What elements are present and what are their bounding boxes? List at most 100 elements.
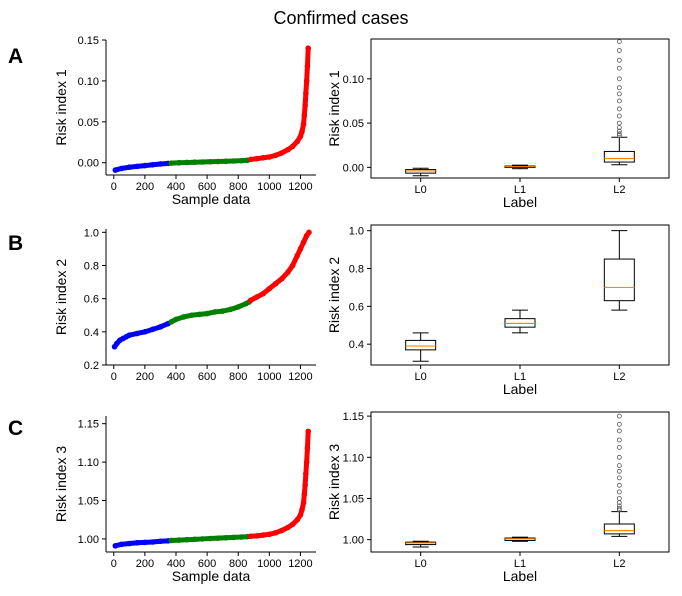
data-point: [149, 326, 156, 333]
data-point: [260, 532, 266, 538]
data-point: [285, 269, 291, 275]
charts-layer: 0.00 0.05 0.10 0.15 Risk index 1 0 200 400 600 80…: [53, 35, 670, 584]
data-point: [215, 158, 221, 165]
panel-letter-b: B: [8, 232, 23, 255]
data-point: [278, 150, 285, 156]
data-point: [297, 133, 304, 140]
data-point: [254, 294, 260, 300]
data-point: [134, 330, 140, 337]
x-tick-label: 600: [198, 558, 216, 570]
outlier: [616, 445, 622, 450]
x-tick-label: 600: [198, 371, 216, 383]
x-tick-label: L0: [415, 371, 427, 383]
outlier: [616, 85, 622, 91]
data-point: [289, 521, 296, 528]
box-l2: [603, 39, 635, 166]
data-point: [247, 533, 254, 540]
series-l0: [111, 320, 172, 350]
y-tick-label: 1.05: [343, 493, 364, 505]
outlier: [616, 421, 622, 427]
data-point: [180, 314, 187, 320]
data-point: [301, 491, 308, 498]
x-tick-label: 800: [229, 558, 247, 570]
x-tick-label: 200: [136, 371, 154, 383]
data-point: [247, 156, 254, 163]
data-point: [300, 239, 307, 246]
y-tick-label: 0.8: [84, 260, 99, 272]
x-tick-label: 0: [111, 558, 117, 570]
data-point: [305, 45, 312, 51]
data-point: [297, 246, 304, 252]
y-tick-label: 1.05: [78, 496, 99, 508]
x-axis-label: Label: [503, 568, 537, 584]
x-tick-label: 800: [229, 371, 247, 383]
outlier: [616, 65, 622, 71]
x-tick-label: 800: [229, 181, 247, 193]
outlier: [616, 106, 622, 112]
data-point: [126, 540, 133, 547]
outlier: [616, 413, 622, 419]
data-point: [196, 311, 203, 318]
outlier: [616, 39, 622, 45]
x-tick-label: 1200: [288, 181, 312, 193]
y-tick-label: 1.10: [343, 452, 364, 464]
y-tick-label: 0.10: [78, 76, 99, 88]
y-tick-label: 1.15: [78, 419, 99, 431]
data-point: [134, 163, 140, 170]
outlier: [616, 133, 622, 138]
data-point: [168, 537, 175, 544]
data-point: [215, 535, 221, 541]
data-point: [157, 161, 164, 167]
data-point: [191, 159, 198, 166]
data-point: [142, 162, 148, 169]
y-tick-label: 1.00: [78, 534, 99, 546]
series-l2: [247, 229, 312, 304]
series-l1: [168, 157, 251, 166]
data-point: [303, 459, 310, 465]
data-point: [157, 324, 164, 330]
data-point: [303, 470, 309, 477]
data-point: [306, 229, 312, 236]
data-point: [176, 537, 182, 543]
data-point: [254, 155, 260, 162]
box-l1: [504, 164, 536, 170]
data-point: [299, 128, 305, 135]
data-point: [199, 159, 206, 165]
data-point: [204, 310, 210, 317]
box-l0: [405, 540, 437, 548]
y-tick-label: 0.00: [78, 158, 99, 170]
x-tick-label: 1000: [257, 371, 281, 383]
data-point: [272, 529, 279, 536]
outlier: [616, 475, 622, 481]
x-axis-label: Sample data: [172, 191, 251, 207]
y-tick-label: 0.00: [343, 162, 364, 174]
data-point: [289, 262, 296, 269]
y-tick-label: 0.4: [84, 327, 99, 339]
series-l0: [112, 160, 172, 173]
y-tick-label: 0.2: [84, 360, 99, 372]
y-tick-label: 1.0: [84, 227, 99, 239]
y-axis-label: Risk index 1: [326, 70, 342, 146]
x-tick-label: L2: [613, 184, 625, 196]
data-point: [219, 308, 226, 314]
chart-3: 0.2 0.4 0.6 0.8 1.0 Risk index 2 0 200 400 600 800…: [53, 227, 316, 383]
data-point: [184, 536, 190, 543]
box-iqr: [405, 339, 437, 351]
data-point: [207, 158, 214, 165]
data-point: [112, 543, 119, 549]
outlier: [616, 131, 622, 137]
x-tick-label: 0: [111, 371, 117, 383]
series-curve: [248, 229, 312, 303]
series-l1: [168, 533, 251, 544]
y-tick-label: 0.15: [78, 35, 99, 47]
data-point: [191, 536, 198, 543]
x-tick-label: 400: [167, 371, 185, 383]
data-point: [173, 316, 179, 323]
data-point: [176, 159, 182, 166]
panel-letter-a: A: [8, 45, 23, 68]
outlier: [616, 57, 622, 63]
data-point: [149, 539, 156, 545]
series-l1: [168, 299, 252, 325]
y-tick-label: 0.10: [343, 74, 364, 86]
